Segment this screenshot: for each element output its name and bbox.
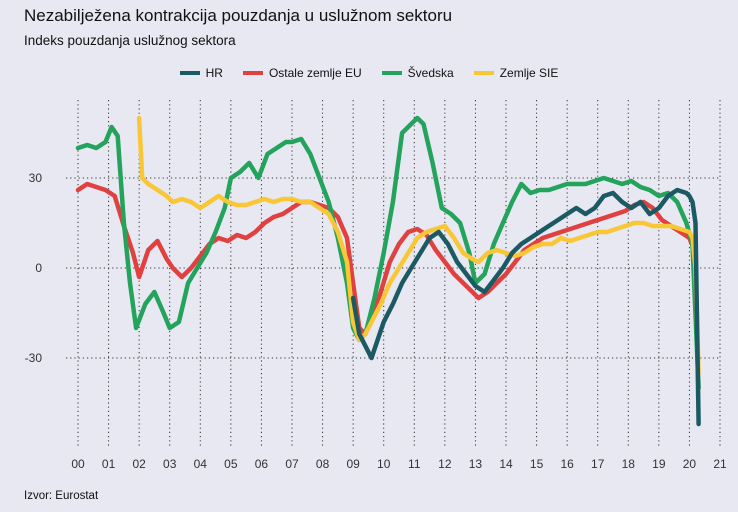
legend-swatch-ostale-zemlje-eu — [242, 71, 263, 75]
x-tick-label-15: 15 — [530, 457, 544, 471]
series-line-svedska — [75, 115, 701, 391]
x-tick-label-12: 12 — [438, 457, 452, 471]
x-tick-label-13: 13 — [469, 457, 483, 471]
x-tick-label-17: 17 — [591, 457, 605, 471]
x-tick-label-11: 11 — [408, 457, 421, 471]
legend-item-svedska: Švedska — [381, 66, 454, 80]
chart-legend: HR Ostale zemlje EU Švedska Zemlje SIE — [0, 66, 738, 80]
legend-swatch-hr — [179, 71, 200, 75]
legend-item-hr: HR — [179, 66, 223, 80]
legend-swatch-zemlje-sie — [473, 71, 494, 75]
x-tick-label-01: 01 — [102, 457, 116, 471]
legend-swatch-svedska — [381, 71, 402, 75]
x-tick-label-18: 18 — [622, 457, 636, 471]
x-tick-label-02: 02 — [132, 457, 146, 471]
legend-label-zemlje-sie: Zemlje SIE — [499, 66, 559, 80]
series-line-hr — [350, 187, 701, 427]
x-tick-label-20: 20 — [683, 457, 697, 471]
source-note: Izvor: Eurostat — [24, 490, 99, 502]
legend-label-ostale-zemlje-eu: Ostale zemlje EU — [268, 66, 362, 80]
chart-title: Nezabilježena kontrakcija pouzdanja u us… — [24, 6, 453, 25]
x-tick-label-19: 19 — [652, 457, 666, 471]
series-line-zemlje-sie — [136, 115, 701, 376]
y-tick-label-30: 30 — [29, 171, 43, 185]
series-line-ostale-zemlje-eu — [75, 181, 698, 337]
x-tick-label-14: 14 — [499, 457, 513, 471]
legend-item-ostale-zemlje-eu: Ostale zemlje EU — [242, 66, 362, 80]
x-tick-label-05: 05 — [224, 457, 238, 471]
legend-label-hr: HR — [205, 66, 223, 80]
x-tick-label-21: 21 — [713, 457, 727, 471]
chart-subtitle: Indeks pouzdanja uslužnog sektora — [24, 33, 236, 48]
legend-item-zemlje-sie: Zemlje SIE — [473, 66, 559, 80]
x-tick-label-03: 03 — [163, 457, 177, 471]
x-tick-label-04: 04 — [194, 457, 208, 471]
x-tick-label-08: 08 — [316, 457, 330, 471]
x-tick-label-10: 10 — [377, 457, 391, 471]
x-tick-label-07: 07 — [285, 457, 299, 471]
y-tick-label--30: -30 — [25, 351, 43, 365]
x-tick-label-16: 16 — [560, 457, 574, 471]
x-tick-label-09: 09 — [346, 457, 360, 471]
x-tick-label-00: 00 — [71, 457, 85, 471]
y-tick-label-0: 0 — [35, 261, 42, 275]
x-tick-label-06: 06 — [255, 457, 269, 471]
legend-label-svedska: Švedska — [407, 66, 454, 80]
